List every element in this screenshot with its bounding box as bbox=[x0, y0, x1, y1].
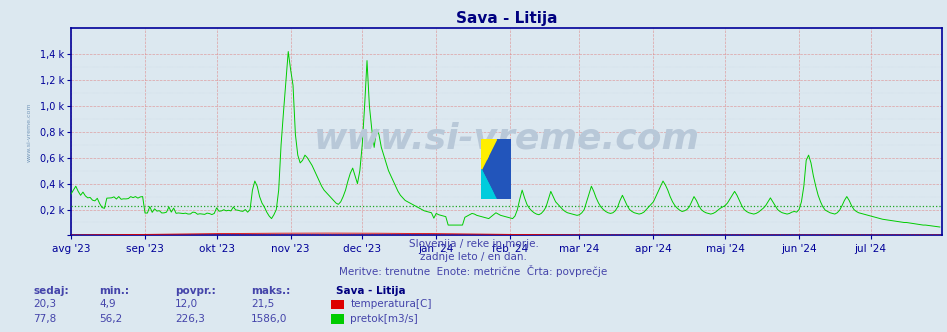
Text: www.si-vreme.com: www.si-vreme.com bbox=[27, 102, 31, 162]
Text: 4,9: 4,9 bbox=[99, 299, 116, 309]
Text: maks.:: maks.: bbox=[251, 286, 290, 295]
Polygon shape bbox=[481, 169, 496, 199]
Polygon shape bbox=[481, 139, 511, 199]
Text: zadnje leto / en dan.: zadnje leto / en dan. bbox=[420, 252, 527, 262]
Text: Meritve: trenutne  Enote: metrične  Črta: povprečje: Meritve: trenutne Enote: metrične Črta: … bbox=[339, 265, 608, 277]
Polygon shape bbox=[481, 169, 496, 199]
Polygon shape bbox=[481, 139, 496, 169]
Text: 56,2: 56,2 bbox=[99, 314, 123, 324]
Text: Sava - Litija: Sava - Litija bbox=[336, 286, 406, 295]
Polygon shape bbox=[481, 139, 511, 199]
Polygon shape bbox=[481, 139, 496, 169]
Text: 77,8: 77,8 bbox=[33, 314, 57, 324]
Text: 1586,0: 1586,0 bbox=[251, 314, 287, 324]
Text: 226,3: 226,3 bbox=[175, 314, 205, 324]
Text: 12,0: 12,0 bbox=[175, 299, 198, 309]
Text: temperatura[C]: temperatura[C] bbox=[350, 299, 432, 309]
Text: sedaj:: sedaj: bbox=[33, 286, 69, 295]
Text: www.si-vreme.com: www.si-vreme.com bbox=[313, 121, 700, 155]
Text: min.:: min.: bbox=[99, 286, 130, 295]
Text: Slovenija / reke in morje.: Slovenija / reke in morje. bbox=[408, 239, 539, 249]
Text: pretok[m3/s]: pretok[m3/s] bbox=[350, 314, 419, 324]
Text: 20,3: 20,3 bbox=[33, 299, 56, 309]
Text: 21,5: 21,5 bbox=[251, 299, 275, 309]
Title: Sava - Litija: Sava - Litija bbox=[456, 11, 558, 26]
Text: povpr.:: povpr.: bbox=[175, 286, 216, 295]
